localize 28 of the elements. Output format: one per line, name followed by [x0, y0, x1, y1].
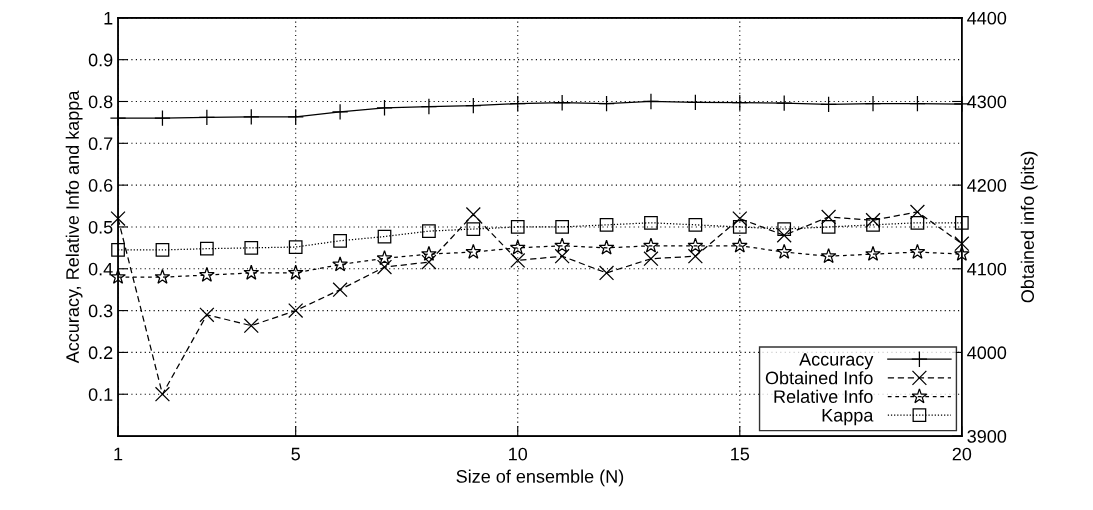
y-tick-label: 0.4	[88, 262, 113, 276]
x-axis-title: Size of ensemble (N)	[456, 469, 624, 487]
legend-label: Accuracy	[799, 353, 874, 370]
x-tick-label: 1	[114, 447, 123, 461]
y-axis-title: Accuracy, Relative Info and kappa	[65, 90, 83, 364]
legend-label: Relative Info	[774, 389, 873, 404]
y2-tick-label: 4400	[967, 11, 1007, 25]
y-tick-label: 0.2	[88, 346, 113, 360]
y-tick-label: 1	[104, 11, 113, 25]
legend-label: Kappa	[822, 409, 874, 426]
y2-tick-label: 4000	[967, 346, 1007, 360]
legend-label: Obtained Info	[765, 371, 873, 385]
y-tick-label: 0.3	[88, 304, 113, 318]
y2-tick-label: 4300	[967, 95, 1007, 109]
y-tick-label: 0.7	[88, 137, 113, 151]
x-tick-label: 20	[952, 447, 972, 461]
y2-tick-label: 4100	[967, 262, 1007, 276]
y-tick-label: 0.1	[88, 388, 113, 401]
y2-tick-label: 3900	[967, 429, 1007, 443]
y-tick-label: 0.9	[88, 53, 113, 67]
y-tick-label: 0.6	[88, 179, 113, 192]
y2-tick-label: 4200	[967, 179, 1007, 192]
x-tick-label: 10	[509, 447, 528, 461]
x-tick-label: 15	[731, 447, 750, 461]
y-tick-label: 0.8	[88, 95, 113, 109]
y2-axis-title: Obtained info (bits)	[1020, 151, 1038, 303]
x-tick-label: 5	[291, 447, 300, 461]
y-tick-label: 0.5	[88, 220, 113, 234]
